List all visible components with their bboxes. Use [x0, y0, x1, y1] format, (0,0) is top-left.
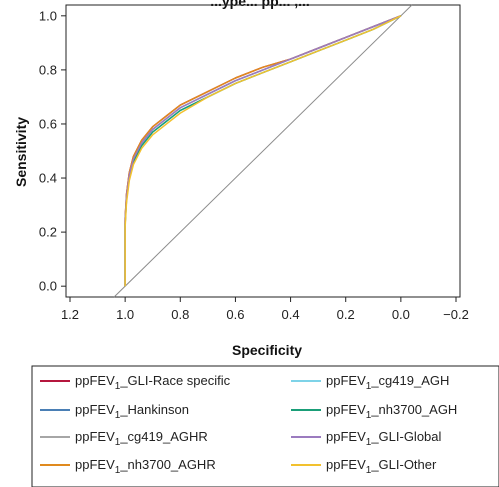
- legend-label: ppFEV1_GLI-Race specific: [75, 373, 231, 392]
- legend-label: ppFEV1_nh3700_AGHR: [75, 457, 216, 476]
- y-tick-label: 0.8: [39, 62, 57, 77]
- legend-label: ppFEV1_GLI-Global: [326, 429, 442, 448]
- x-tick-label: 0.8: [171, 307, 189, 322]
- series-line: [124, 15, 402, 287]
- x-tick-label: 0.4: [282, 307, 300, 322]
- plot-area-border: [65, 4, 461, 298]
- x-axis-title: Specificity: [232, 342, 302, 358]
- y-tick-label: 0.6: [39, 116, 57, 131]
- x-tick-label: 0.2: [337, 307, 355, 322]
- x-tick-label: 1.2: [61, 307, 79, 322]
- legend-box: [31, 365, 499, 487]
- legend: ppFEV1_GLI-Race specific ppFEV1_cg419_AGH…: [40, 373, 457, 476]
- x-tick-label: 0.6: [226, 307, 244, 322]
- series-layer: [124, 15, 402, 287]
- y-tick-label: 0.4: [39, 171, 57, 186]
- x-tick-label: 0.0: [392, 307, 410, 322]
- legend-label: ppFEV1_GLI-Other: [326, 457, 437, 476]
- legend-label: ppFEV1_cg419_AGH: [326, 373, 449, 392]
- y-tick-label: 0.0: [39, 279, 57, 294]
- y-tick-label: 1.0: [39, 8, 57, 23]
- legend-label: ppFEV1_nh3700_AGH: [326, 402, 457, 421]
- x-tick-label: −0.2: [443, 307, 469, 322]
- legend-label: ppFEV1_cg419_AGHR: [75, 429, 208, 448]
- x-tick-label: 1.0: [116, 307, 134, 322]
- reference-diagonal-line: [113, 4, 413, 298]
- y-axis-title: Sensitivity: [13, 117, 29, 187]
- y-tick-label: 0.2: [39, 225, 57, 240]
- legend-label: ppFEV1_Hankinson: [75, 402, 189, 421]
